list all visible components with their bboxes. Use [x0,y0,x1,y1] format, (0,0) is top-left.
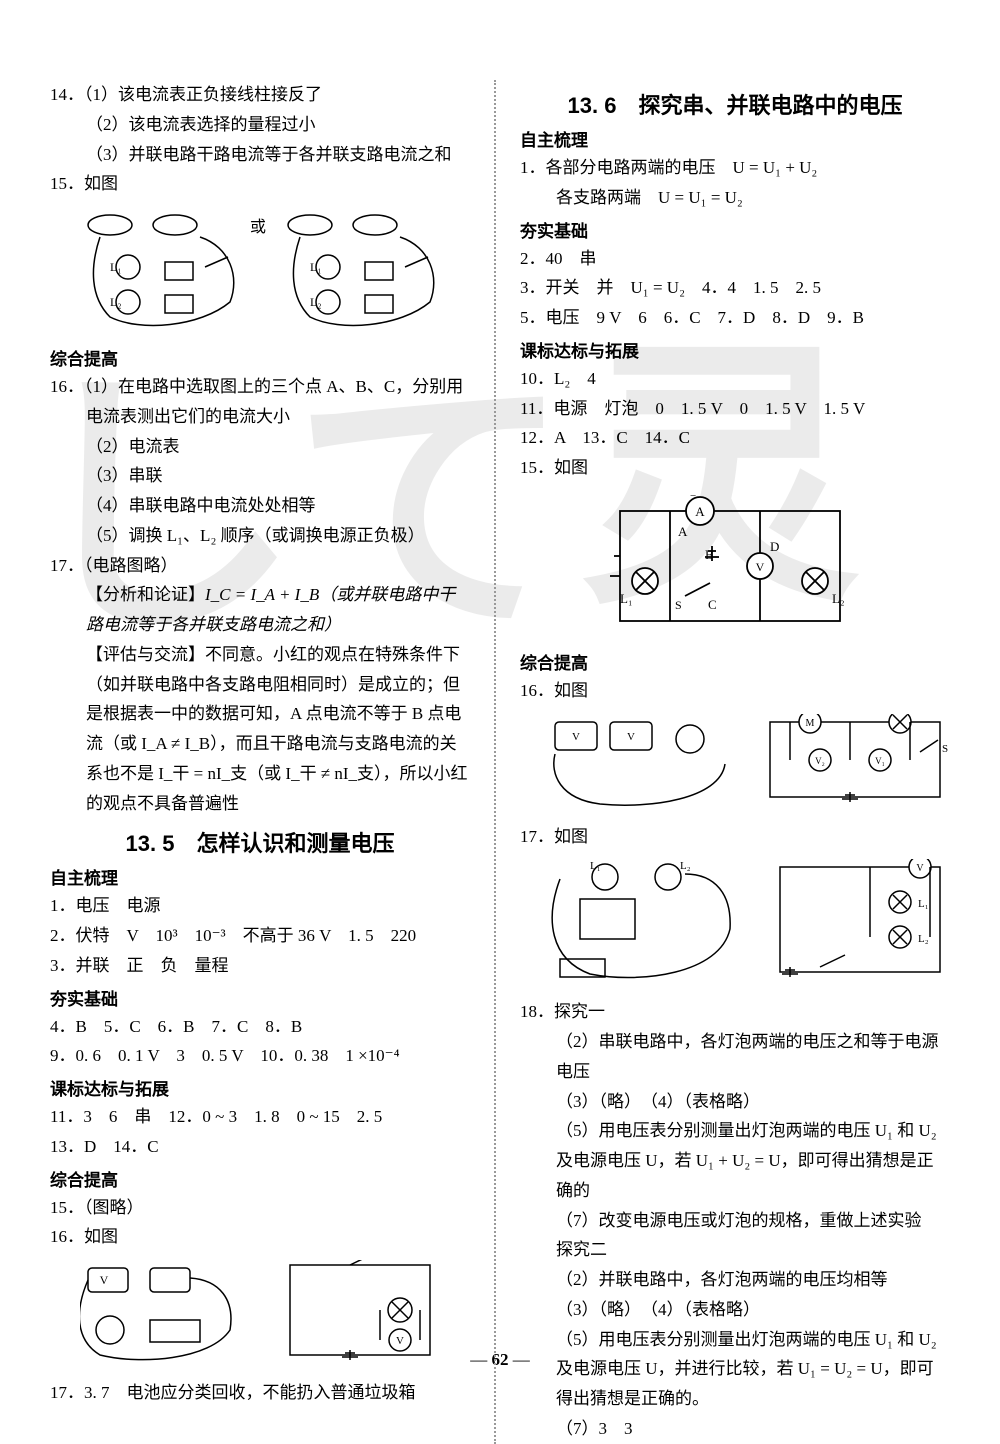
svg-text:A: A [695,504,705,519]
sec-zhtg-l: 综合提高 [50,1166,470,1191]
s13-5-15: 15．（图略） [50,1193,470,1223]
title-13-5: 13. 5 怎样认识和测量电压 [50,826,470,858]
s13-6-11: 11．电源 灯泡 0 1. 5 V 0 1. 5 V 1. 5 V [520,394,950,424]
q18-a7: （7）改变电源电压或灯泡的规格，重做上述实验 [520,1206,950,1236]
s13-6-15-diagram: A − A B D C L₁ L₂ [600,491,950,641]
s13-6-15: 15．如图 [520,453,950,483]
s13-5-4: 4．B 5．C 6．B 7．C 8．B [50,1012,470,1042]
svg-text:V: V [627,731,635,743]
svg-text:L₁: L₁ [590,860,601,872]
s13-5-2: 2．伏特 V 10³ 10⁻³ 不高于 36 V 1. 5 220 [50,921,470,951]
sec-zzsl-r: 自主梳理 [520,126,950,151]
q15: 15．如图 [50,169,470,199]
sec-gsjc-l: 夯实基础 [50,985,470,1010]
q14-2: （2）该电流表选择的量程过小 [50,110,470,140]
q18-a2: （2）串联电路中，各灯泡两端的电压之和等于电源电压 [520,1027,950,1087]
svg-text:L₁: L₁ [310,260,322,274]
q14-3: （3）并联电路干路电流等于各并联支路电流之和 [50,140,470,170]
q18-head2: 探究二 [520,1235,950,1265]
svg-text:L₂: L₂ [310,295,322,309]
sec-kbdb-r: 课标达标与拓展 [520,337,950,362]
sec-zonghe-1: 综合提高 [50,345,470,370]
svg-text:−: − [690,491,696,502]
q17-1: 【分析和论证】I_C = I_A + I_B（或并联电路中干路电流等于各并联支路… [50,580,470,640]
s13-5-13: 13．D 14．C [50,1132,470,1162]
left-column: 14．（1）该电流表正负接线柱接反了 （2）该电流表选择的量程过小 （3）并联电… [50,80,470,1444]
sec-zzsl-l: 自主梳理 [50,864,470,889]
svg-text:V₂: V₂ [815,756,825,766]
q14-1: 14．（1）该电流表正负接线柱接反了 [50,80,470,110]
s13-6-1b: 各支路两端 U = U₁ = U₂ [520,183,950,213]
q18-a5: （5）用电压表分别测量出灯泡两端的电压 U₁ 和 U₂ 及电源电压 U，若 U₁… [520,1116,950,1205]
q15-diagram: L₁ L₂ 或 L₁ L₂ [80,207,470,337]
two-column-layout: 14．（1）该电流表正负接线柱接反了 （2）该电流表选择的量程过小 （3）并联电… [50,80,950,1444]
s13-6-5: 5．电压 9 V 6 6．C 7．D 8．D 9．B [520,303,950,333]
svg-text:A: A [678,524,688,539]
s13-5-17: 17．3. 7 电池应分类回收，不能扔入普通垃圾箱 [50,1378,470,1408]
q17-0: 17．（电路图略） [50,551,470,581]
svg-text:M: M [806,718,815,729]
s13-5-3: 3．并联 正 负 量程 [50,951,470,981]
sec-zhtg-r: 综合提高 [520,649,950,674]
q18-b7: （7）3 3 [520,1414,950,1444]
s13-6-2: 2．40 串 [520,244,950,274]
q18-b5: （5）用电压表分别测量出灯泡两端的电压 U₁ 和 U₂ 及电源电压 U，并进行比… [520,1325,950,1414]
q16-2: （2）电流表 [50,432,470,462]
q16-4: （4）串联电路中电流处处相等 [50,491,470,521]
svg-text:L₁: L₁ [918,898,929,910]
svg-text:L₂: L₂ [832,591,844,606]
svg-text:V: V [572,731,580,743]
q18-a3: （3）（略） （4）（表格略） [520,1087,950,1117]
svg-text:D: D [770,539,779,554]
svg-text:或: 或 [250,218,266,236]
q16-1: 16．（1）在电路中选取图上的三个点 A、B、C，分别用电流表测出它们的电流大小 [50,372,470,432]
svg-text:L₂: L₂ [918,933,929,945]
s13-6-12: 12．A 13．C 14．C [520,423,950,453]
svg-text:V: V [100,1273,109,1287]
s13-6-1a: 1．各部分电路两端的电压 U = U₁ + U₂ [520,153,950,183]
s13-6-17-diagram: L₁ L₂ V L₁ L₂ [550,859,950,989]
q17-2: 【评估与交流】不同意。小红的观点在特殊条件下（如并联电路中各支路电阻相同时）是成… [50,640,470,819]
svg-text:C: C [708,597,717,612]
s13-6-10: 10．L₂ 4 [520,364,950,394]
s13-6-3: 3．开关 并 U₁ = U₂ 4．4 1. 5 2. 5 [520,273,950,303]
s13-5-1: 1．电压 电源 [50,891,470,921]
svg-text:V: V [396,1335,404,1347]
s13-6-16-diagram: V V M V₂ V₁ S [550,714,950,814]
svg-text:L₂: L₂ [110,295,122,309]
title-13-6: 13. 6 探究串、并联电路中的电压 [520,88,950,120]
s13-6-16: 16．如图 [520,676,950,706]
svg-text:L₂: L₂ [680,860,691,872]
svg-text:S: S [675,598,682,612]
svg-text:L₁: L₁ [620,591,632,606]
svg-text:V: V [916,863,924,874]
svg-text:S: S [942,743,948,755]
q18-b3: （3）（略） （4）（表格略） [520,1295,950,1325]
q16-5: （5）调换 L₁、L₂ 顺序（或调换电源正负极） [50,521,470,551]
q16-3: （3）串联 [50,461,470,491]
svg-text:L₁: L₁ [110,260,122,274]
s13-5-9: 9．0. 6 0. 1 V 3 0. 5 V 10．0. 38 1 ×10⁻⁴ [50,1041,470,1071]
svg-text:V: V [756,560,765,574]
svg-text:V₁: V₁ [875,756,885,766]
s13-5-11: 11．3 6 串 12．0 ~ 3 1. 8 0 ~ 15 2. 5 [50,1102,470,1132]
s13-5-16: 16．如图 [50,1222,470,1252]
q18-head: 18．探究一 [520,997,950,1027]
s13-6-17: 17．如图 [520,822,950,852]
sec-kbdb-l: 课标达标与拓展 [50,1075,470,1100]
s13-5-16-diagram: V S V [80,1260,470,1370]
column-divider [494,80,496,1444]
right-column: 13. 6 探究串、并联电路中的电压 自主梳理 1．各部分电路两端的电压 U =… [520,80,950,1444]
q18-b2: （2）并联电路中，各灯泡两端的电压均相等 [520,1265,950,1295]
sec-gsjc-r: 夯实基础 [520,217,950,242]
